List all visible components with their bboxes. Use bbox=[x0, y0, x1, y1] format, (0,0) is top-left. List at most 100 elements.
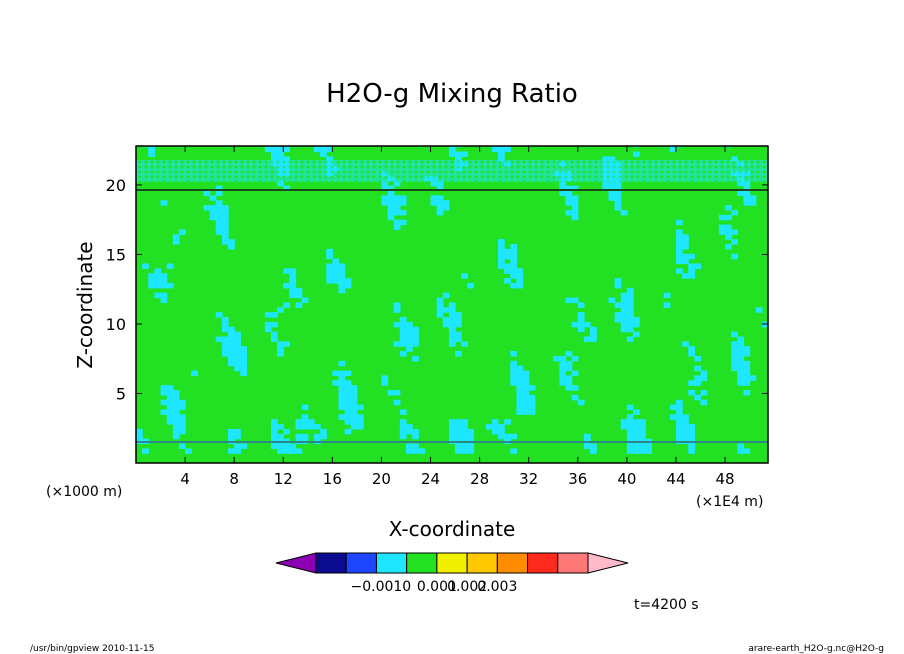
heatmap-cell bbox=[350, 399, 358, 406]
heatmap-cell bbox=[228, 448, 235, 454]
heatmap-cell bbox=[326, 156, 333, 162]
heatmap-cell bbox=[326, 273, 333, 279]
heatmap-cell bbox=[743, 370, 751, 377]
heatmap-cell bbox=[510, 448, 518, 454]
heatmap-cell bbox=[467, 428, 475, 435]
heatmap-cell bbox=[455, 419, 462, 425]
heatmap-cell bbox=[320, 146, 327, 153]
heatmap-cell bbox=[571, 205, 579, 211]
heatmap-cell bbox=[639, 443, 646, 450]
heatmap-cell bbox=[675, 404, 683, 411]
heatmap-cell bbox=[289, 443, 297, 450]
heatmap-cell bbox=[160, 292, 168, 299]
heatmap-cell bbox=[718, 214, 726, 221]
heatmap-cell bbox=[626, 428, 634, 435]
heatmap-cell bbox=[731, 209, 738, 216]
heatmap-cell bbox=[504, 433, 511, 440]
heatmap-cell bbox=[620, 312, 628, 318]
heatmap-cell bbox=[467, 448, 475, 454]
heatmap-cell bbox=[172, 428, 180, 435]
heatmap-cell bbox=[240, 346, 248, 352]
heatmap-cell bbox=[675, 433, 683, 440]
heatmap-cell bbox=[326, 263, 333, 269]
heatmap-cell bbox=[221, 234, 229, 240]
heatmap-cell bbox=[412, 433, 419, 440]
heatmap-cell bbox=[633, 409, 640, 415]
heatmap-cell bbox=[485, 424, 493, 430]
heatmap-cell bbox=[387, 214, 395, 221]
heatmap-cell bbox=[516, 278, 524, 284]
heatmap-cell bbox=[737, 380, 745, 386]
heatmap-cell bbox=[399, 326, 407, 333]
heatmap-cell bbox=[215, 205, 223, 211]
heatmap-cell bbox=[160, 390, 168, 396]
heatmap-cell bbox=[436, 297, 444, 304]
heatmap-cell bbox=[215, 312, 223, 318]
heatmap-cell bbox=[498, 239, 505, 245]
heatmap-cell bbox=[228, 326, 235, 333]
heatmap-cell bbox=[737, 336, 745, 342]
heatmap-cell bbox=[522, 399, 530, 406]
heatmap-cell bbox=[178, 414, 186, 420]
heatmap-cell bbox=[682, 258, 689, 265]
x-tick-label: 12 bbox=[274, 470, 293, 488]
heatmap-cell bbox=[675, 424, 683, 430]
heatmap-cell bbox=[731, 229, 738, 235]
heatmap-cell bbox=[491, 419, 499, 425]
heatmap-cell bbox=[614, 195, 622, 201]
heatmap-cell bbox=[338, 278, 346, 284]
heatmap-cell bbox=[731, 253, 738, 260]
x-tick-label: 32 bbox=[519, 470, 538, 488]
heatmap-cell bbox=[675, 428, 683, 435]
heatmap-cell bbox=[332, 380, 340, 386]
heatmap-cell bbox=[731, 156, 738, 162]
heatmap-cell bbox=[504, 268, 511, 274]
heatmap-cell bbox=[620, 307, 628, 313]
heatmap-cell bbox=[620, 292, 628, 299]
heatmap-cell bbox=[240, 355, 248, 362]
heatmap-cell bbox=[510, 248, 518, 255]
heatmap-cell bbox=[749, 375, 757, 381]
heatmap-cell bbox=[221, 326, 229, 333]
heatmap-cell bbox=[283, 185, 290, 192]
heatmap-cell bbox=[301, 404, 309, 411]
y-axis: 5 10 15 20 bbox=[106, 176, 768, 403]
heatmap-cell bbox=[590, 443, 597, 450]
heatmap-cell bbox=[633, 331, 640, 338]
heatmap-cell bbox=[516, 390, 524, 396]
heatmap-cell bbox=[675, 419, 683, 425]
heatmap-cell bbox=[228, 351, 235, 357]
heatmap-cell bbox=[688, 346, 695, 352]
heatmap-cell bbox=[626, 414, 634, 420]
heatmap-cell bbox=[682, 239, 689, 245]
heatmap-cell bbox=[675, 409, 683, 415]
heatmap-cell bbox=[455, 424, 462, 430]
heatmap-cell bbox=[448, 341, 456, 347]
heatmap-cell bbox=[620, 317, 628, 323]
heatmap-cell bbox=[399, 341, 407, 347]
heatmap-cell bbox=[148, 146, 156, 153]
heatmap-cell bbox=[234, 346, 241, 352]
heatmap-cell bbox=[498, 428, 505, 435]
heatmap-cell bbox=[160, 399, 168, 406]
heatmap-cell bbox=[148, 278, 156, 284]
heatmap-cell bbox=[682, 273, 689, 279]
heatmap-cell bbox=[510, 268, 518, 274]
heatmap-cell bbox=[491, 424, 499, 430]
colorbar-high-arrow bbox=[587, 552, 629, 574]
heatmap-cell bbox=[718, 229, 726, 235]
heatmap-cell bbox=[461, 424, 468, 430]
heatmap-cell bbox=[344, 404, 352, 411]
heatmap-cell bbox=[516, 282, 524, 289]
heatmap-cell bbox=[234, 433, 241, 440]
heatmap-cell bbox=[154, 292, 162, 299]
heatmap-cell bbox=[332, 273, 340, 279]
heatmap-cell bbox=[234, 336, 241, 342]
heatmap-cell bbox=[743, 448, 751, 454]
heatmap-cell bbox=[264, 321, 272, 328]
heatmap-cell bbox=[455, 443, 462, 450]
colorbar-swatch bbox=[375, 552, 408, 574]
heatmap-cell bbox=[338, 370, 346, 377]
x-tick-label: 24 bbox=[421, 470, 440, 488]
heatmap-cell bbox=[412, 443, 419, 450]
